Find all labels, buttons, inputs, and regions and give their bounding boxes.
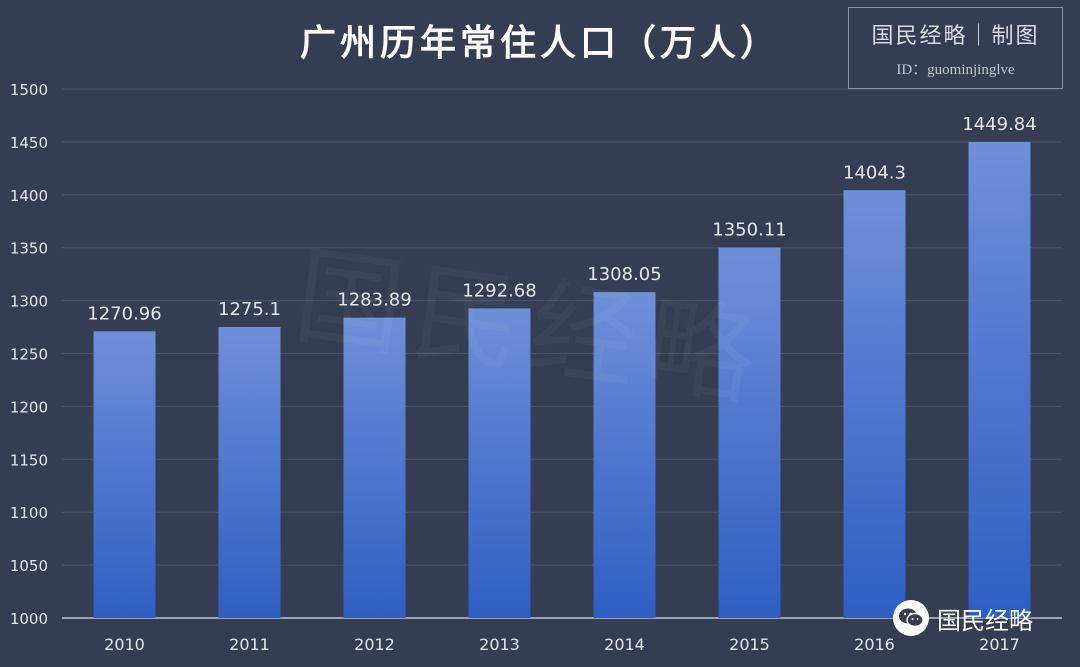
bars (93, 142, 1031, 618)
bar-2015 (718, 247, 781, 618)
y-tick-label: 1050 (10, 557, 48, 575)
y-tick-label: 1500 (10, 81, 48, 99)
bar-2017 (968, 142, 1031, 618)
bar-2016 (843, 190, 906, 618)
data-label: 1404.3 (843, 162, 906, 183)
wechat-icon (893, 600, 929, 636)
x-tick-label: 2017 (979, 635, 1020, 654)
data-label: 1270.96 (87, 303, 161, 324)
wechat-label: 国民经略 (937, 606, 1033, 635)
bar-2013 (468, 308, 531, 618)
chart-title: 广州历年常住人口（万人） (299, 23, 780, 64)
y-tick-label: 1300 (10, 293, 48, 311)
data-label: 1292.68 (462, 280, 536, 301)
data-label: 1275.1 (218, 299, 281, 320)
data-label: 1308.05 (587, 264, 661, 285)
x-tick-label: 2015 (729, 635, 770, 654)
y-tick-label: 1250 (10, 346, 48, 364)
y-tick-label: 1000 (10, 610, 48, 628)
y-axis-ticks: 1000 1050 1100 1150 1200 1250 1300 1350 1400 1450… (10, 81, 48, 628)
data-label: 1350.11 (712, 220, 786, 241)
bar-2011 (218, 326, 281, 618)
x-axis-ticks: 2010 2011 2012 2013 2014 2015 2016 2017 (104, 635, 1020, 654)
y-tick-label: 1350 (10, 240, 48, 258)
brand-box: 国民经略｜制图 ID：guominjinglve (848, 7, 1063, 89)
bar-2014 (593, 292, 656, 618)
data-label: 1283.89 (337, 290, 411, 311)
x-tick-label: 2014 (604, 635, 645, 654)
data-label: 1449.84 (962, 114, 1036, 135)
y-tick-label: 1100 (10, 504, 48, 522)
y-tick-label: 1450 (10, 134, 48, 152)
y-tick-label: 1150 (10, 451, 48, 469)
bar-2012 (343, 317, 406, 618)
x-tick-label: 2010 (104, 635, 145, 654)
y-tick-label: 1200 (10, 398, 48, 416)
bar-2010 (93, 331, 156, 618)
x-tick-label: 2016 (854, 635, 895, 654)
data-labels: 1270.96 1275.1 1283.89 1292.68 1308.05 1350.1… (87, 114, 1036, 324)
y-tick-label: 1400 (10, 187, 48, 205)
x-tick-label: 2012 (354, 635, 395, 654)
brand-title: 国民经略｜制图 (871, 24, 1040, 49)
x-tick-label: 2011 (229, 635, 270, 654)
brand-id: ID：guominjinglve (896, 62, 1015, 78)
wechat-badge: 国民经略 (893, 600, 1033, 636)
x-tick-label: 2013 (479, 635, 520, 654)
